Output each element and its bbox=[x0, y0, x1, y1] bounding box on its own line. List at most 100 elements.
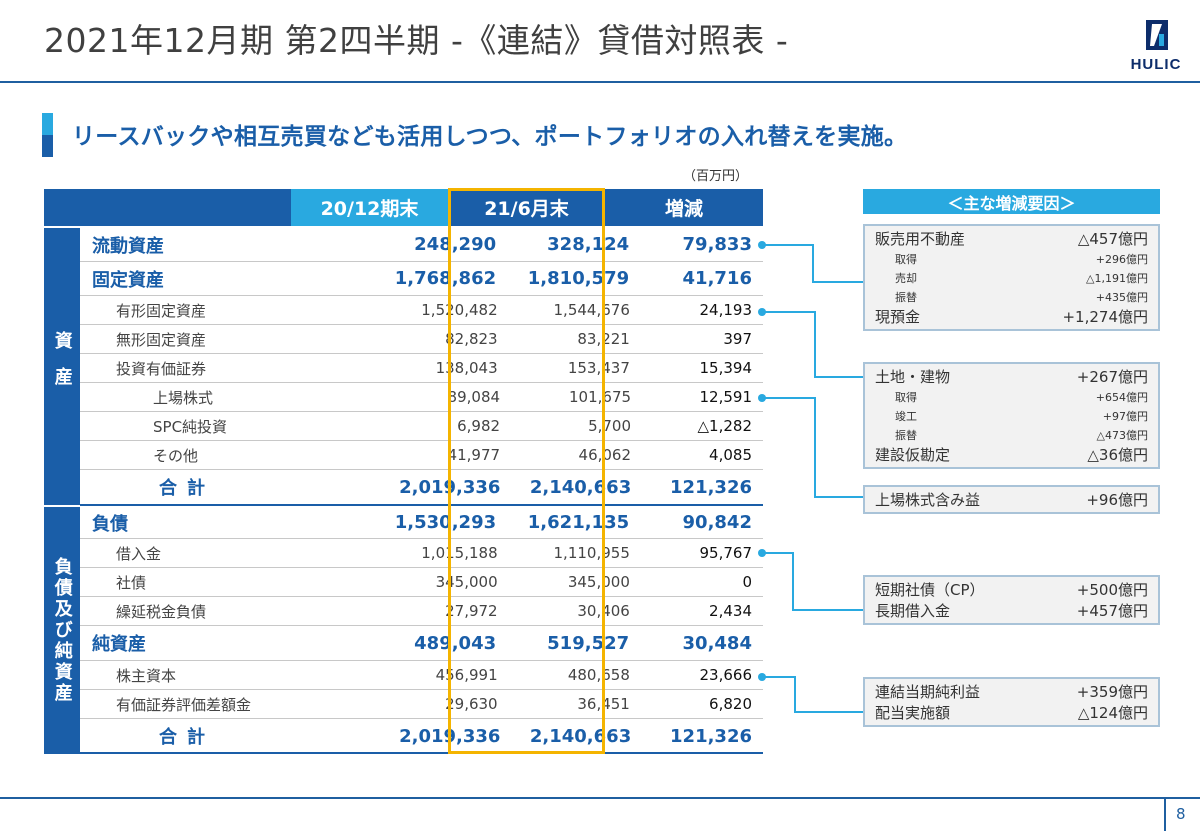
table-row: 負債 1,530,293 1,621,135 90,842 bbox=[80, 507, 763, 539]
factor-line: 建設仮勘定 △36億円 bbox=[875, 444, 1148, 465]
cell-prev: 1,768,862 bbox=[394, 268, 497, 289]
table-row: 有形固定資産 1,520,482 1,544,676 24,193 bbox=[80, 296, 763, 325]
row-label: 借入金 bbox=[116, 544, 162, 563]
side-label-assets-text: 資産 bbox=[51, 330, 73, 403]
row-label: 投資有価証券 bbox=[116, 359, 207, 378]
row-label: 純資産 bbox=[92, 634, 146, 655]
cell-prev: 29,630 bbox=[445, 695, 498, 713]
connector-line bbox=[814, 496, 863, 498]
connector-line bbox=[814, 311, 816, 377]
factor-line: 取得 +296億円 bbox=[875, 249, 1148, 268]
table-header-change: 増減 bbox=[605, 189, 763, 226]
cell-current: 1,544,676 bbox=[553, 301, 630, 319]
factor-value: +500億円 bbox=[1076, 581, 1148, 599]
side-label-assets: 資産 bbox=[44, 228, 80, 505]
cell-prev: 1,530,293 bbox=[394, 512, 497, 533]
cell-change: 2,434 bbox=[709, 602, 752, 620]
factor-value: +457億円 bbox=[1076, 602, 1148, 620]
table-row-total: 合計 2,019,336 2,140,663 121,326 bbox=[80, 470, 763, 506]
factor-value: △473億円 bbox=[1096, 428, 1148, 442]
table-row: SPC純投資 6,982 5,700 △1,282 bbox=[80, 412, 763, 441]
factor-value: +654億円 bbox=[1095, 390, 1148, 404]
cell-change: 121,326 bbox=[670, 725, 752, 747]
unit-label: （百万円） bbox=[683, 169, 749, 184]
table-row: その他 41,977 46,062 4,085 bbox=[80, 441, 763, 470]
connector-line bbox=[814, 397, 816, 497]
cell-prev: 2,019,336 bbox=[399, 725, 501, 747]
connector-line bbox=[794, 676, 796, 712]
factor-label: 配当実施額 bbox=[875, 704, 951, 722]
cell-change: 41,716 bbox=[682, 268, 752, 289]
cell-prev: 1,015,188 bbox=[421, 544, 498, 562]
cell-change: 90,842 bbox=[682, 512, 752, 533]
factor-line: 振替 +435億円 bbox=[875, 287, 1148, 306]
cell-change: 15,394 bbox=[699, 359, 753, 377]
factors-title: ＜主な増減要因＞ bbox=[863, 189, 1160, 214]
factor-value: +96億円 bbox=[1086, 491, 1148, 509]
cell-current: 83,221 bbox=[577, 330, 630, 348]
table-row-total: 合計 2,019,336 2,140,663 121,326 bbox=[80, 719, 763, 753]
factor-label: 建設仮勘定 bbox=[875, 446, 951, 464]
cell-current: 36,451 bbox=[577, 695, 630, 713]
factor-value: △457億円 bbox=[1077, 230, 1148, 248]
factor-box-real-estate: 販売用不動産 △457億円 取得 +296億円 売却 △1,191億円 振替 +435億… bbox=[863, 224, 1160, 331]
cell-change: 12,591 bbox=[699, 388, 753, 406]
factor-label: 販売用不動産 bbox=[875, 230, 966, 248]
headline-accent bbox=[42, 113, 53, 157]
connector-line bbox=[814, 376, 863, 378]
factor-box-land-buildings: 土地・建物 +267億円 取得 +654億円 竣工 +97億円 振替 △473億円 建設… bbox=[863, 362, 1160, 469]
connector-line bbox=[792, 552, 794, 610]
row-label: 固定資産 bbox=[92, 269, 164, 291]
cell-current: 1,110,955 bbox=[553, 544, 630, 562]
table-row: 固定資産 1,768,862 1,810,579 41,716 bbox=[80, 262, 763, 296]
row-label: 合計 bbox=[159, 727, 215, 748]
factor-label: 振替 bbox=[895, 428, 917, 442]
page-number-separator bbox=[1164, 799, 1166, 831]
cell-prev: 138,043 bbox=[435, 359, 498, 377]
factor-label: 取得 bbox=[895, 252, 917, 266]
cell-change: 30,484 bbox=[682, 632, 752, 654]
cell-change: △1,282 bbox=[697, 417, 752, 435]
table-header-current: 21/6月末 bbox=[448, 189, 605, 226]
cell-current: 2,140,663 bbox=[529, 725, 632, 747]
connector-line bbox=[764, 244, 813, 246]
factor-value: +1,274億円 bbox=[1062, 308, 1148, 326]
factor-value: △1,191億円 bbox=[1086, 271, 1148, 285]
connector-line bbox=[792, 609, 863, 611]
cell-prev: 1,520,482 bbox=[421, 301, 498, 319]
cell-prev: 248,290 bbox=[414, 234, 497, 255]
cell-change: 23,666 bbox=[699, 666, 753, 684]
cell-current: 46,062 bbox=[578, 446, 632, 464]
factor-box-listed-stocks: 上場株式含み益 +96億円 bbox=[863, 485, 1160, 514]
cell-prev: 89,084 bbox=[447, 388, 501, 406]
cell-current: 101,675 bbox=[569, 388, 632, 406]
logo-text: HULIC bbox=[1130, 56, 1182, 73]
row-label: 有形固定資産 bbox=[116, 301, 207, 320]
cell-change: 0 bbox=[742, 573, 752, 591]
headline: リースバックや相互売買なども活用しつつ、ポートフォリオの入れ替えを実施。 bbox=[72, 124, 908, 150]
factor-line: 販売用不動産 △457億円 bbox=[875, 228, 1148, 249]
table-row: 流動資産 248,290 328,124 79,833 bbox=[80, 228, 763, 262]
cell-current: 345,000 bbox=[567, 573, 630, 591]
factor-value: △124億円 bbox=[1077, 704, 1148, 722]
factor-box-borrowings: 短期社債（CP） +500億円 長期借入金 +457億円 bbox=[863, 575, 1160, 625]
connector-dot bbox=[758, 308, 766, 316]
cell-prev: 6,982 bbox=[457, 417, 501, 435]
table-row: 繰延税金負債 27,972 30,406 2,434 bbox=[80, 597, 763, 626]
cell-prev: 489,043 bbox=[414, 632, 497, 654]
connector-dot bbox=[758, 673, 766, 681]
row-label: その他 bbox=[153, 446, 199, 465]
table-row: 投資有価証券 138,043 153,437 15,394 bbox=[80, 354, 763, 383]
factor-value: +435億円 bbox=[1095, 290, 1148, 304]
cell-change: 6,820 bbox=[709, 695, 752, 713]
connector-line bbox=[794, 711, 863, 713]
cell-prev: 82,823 bbox=[445, 330, 498, 348]
row-label: 合計 bbox=[159, 478, 215, 499]
header-divider bbox=[0, 81, 1200, 83]
cell-current: 153,437 bbox=[567, 359, 630, 377]
row-label: 無形固定資産 bbox=[116, 330, 207, 349]
factor-label: 長期借入金 bbox=[875, 602, 951, 620]
row-label: 社債 bbox=[116, 573, 147, 592]
table-row: 無形固定資産 82,823 83,221 397 bbox=[80, 325, 763, 354]
table-row: 株主資本 456,991 480,658 23,666 bbox=[80, 661, 763, 690]
